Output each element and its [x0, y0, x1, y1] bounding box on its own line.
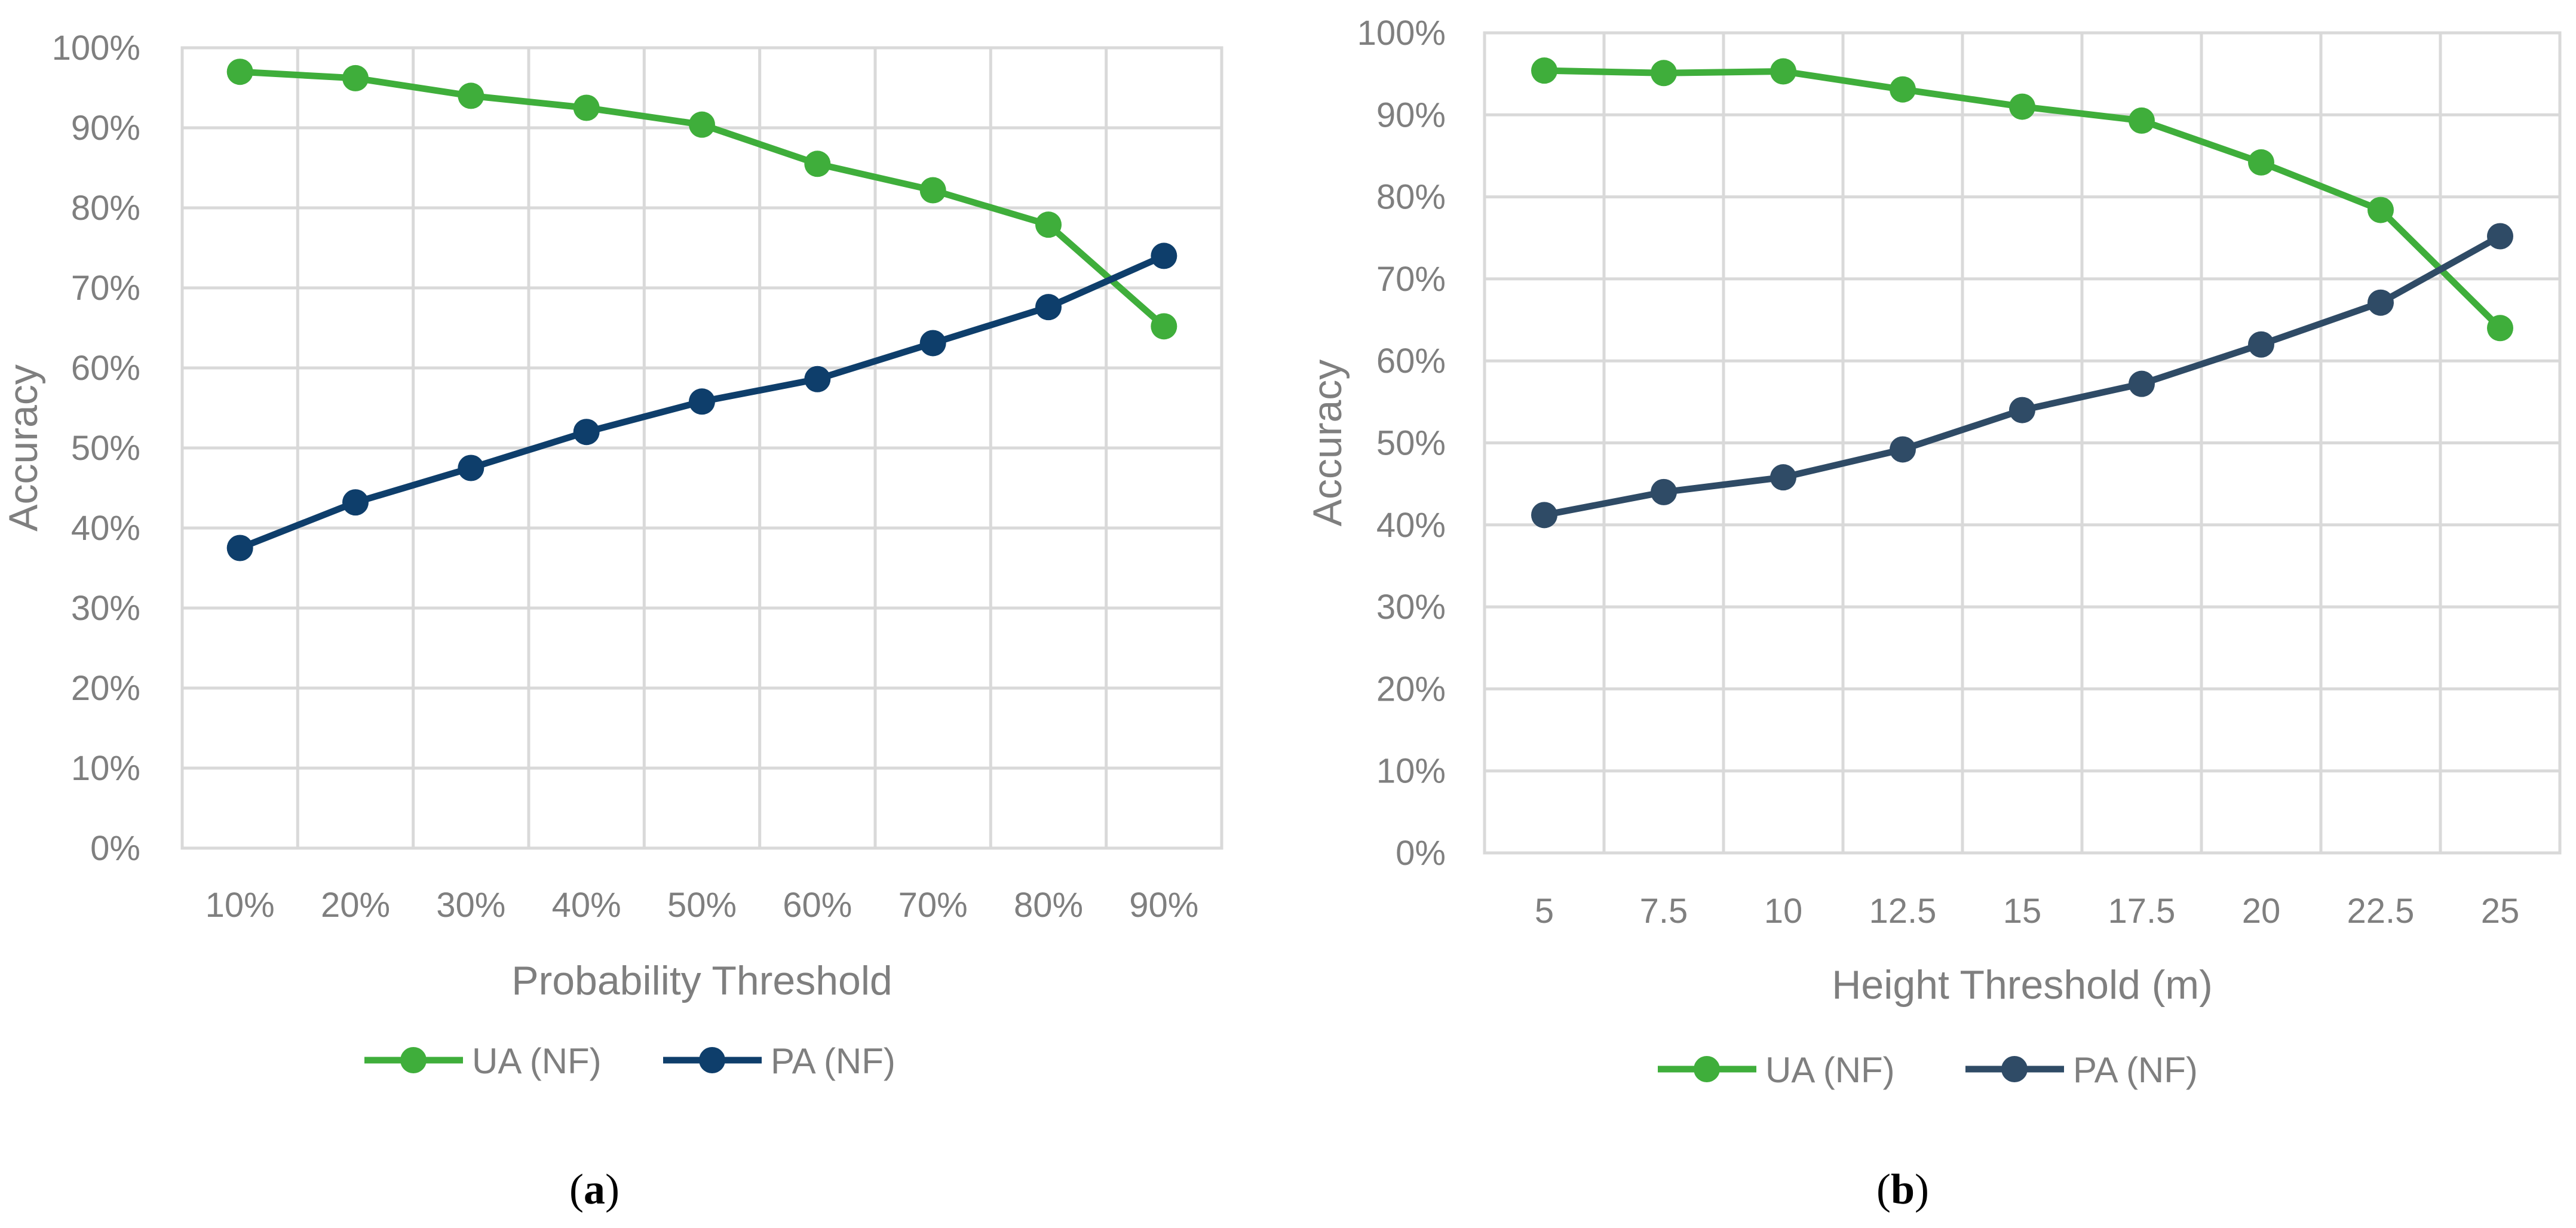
x-tick-label: 22.5 [2347, 892, 2415, 931]
y-tick-label: 70% [71, 269, 140, 308]
x-tick-label: 60% [783, 886, 852, 925]
legend-label: PA (NF) [771, 1041, 896, 1081]
y-tick-label: 30% [71, 589, 140, 628]
x-tick-label: 25 [2481, 892, 2520, 931]
data-point [1035, 211, 1062, 238]
data-point [573, 419, 600, 446]
legend-marker [2001, 1056, 2028, 1082]
data-point [342, 65, 369, 91]
x-tick-label: 80% [1014, 886, 1083, 925]
data-point [1151, 242, 1177, 269]
data-point [1770, 464, 1796, 491]
legend-label: UA (NF) [1765, 1050, 1895, 1090]
legend-marker [1694, 1056, 1720, 1082]
y-tick-label: 50% [1376, 424, 1446, 463]
x-axis-title: Height Threshold (m) [1832, 962, 2212, 1008]
y-tick-label: 60% [71, 349, 140, 388]
y-tick-label: 100% [52, 29, 140, 67]
data-point [2368, 289, 2394, 316]
chart-panel-b: 0% 10% 20% 30% 40% 50% 60% 70% 80% 90% 100% 5 7.5 10 1… [1305, 14, 2562, 1213]
data-point [1890, 436, 1916, 463]
y-axis-title: Accuracy [1, 364, 46, 532]
x-tick-label: 90% [1129, 886, 1198, 925]
x-tick-label: 20% [321, 886, 390, 925]
y-tick-label: 0% [90, 829, 140, 868]
data-point [1035, 294, 1062, 321]
data-point [804, 366, 831, 392]
data-point [689, 388, 715, 415]
plot-frame [1483, 31, 2562, 855]
legend-marker [400, 1047, 427, 1073]
data-point [2368, 197, 2394, 223]
y-tick-label: 80% [1376, 178, 1446, 217]
data-point [1651, 478, 1677, 505]
y-tick-label: 100% [1357, 14, 1446, 53]
data-point [2009, 93, 2035, 120]
y-tick-label: 90% [1376, 96, 1446, 134]
x-tick-label: 5 [1535, 892, 1554, 931]
data-point [2129, 370, 2155, 397]
data-point [226, 59, 253, 85]
data-point [342, 489, 369, 516]
panel-caption: (b) [1876, 1165, 1929, 1213]
data-point [2129, 107, 2155, 134]
data-point [919, 330, 946, 357]
panel-label: a [584, 1165, 605, 1213]
y-tick-label: 20% [71, 669, 140, 708]
y-tick-label: 40% [1376, 506, 1446, 545]
y-tick-label: 10% [1376, 752, 1446, 791]
y-tick-label: 50% [71, 429, 140, 468]
x-tick-label: 30% [436, 886, 505, 925]
data-point [689, 111, 715, 138]
data-point [1531, 57, 1557, 84]
y-tick-label: 80% [71, 189, 140, 228]
data-point [458, 82, 484, 109]
x-tick-label: 50% [667, 886, 737, 925]
x-tick-label: 12.5 [1869, 892, 1937, 931]
y-axis-title: Accuracy [1305, 360, 1350, 527]
x-tick-label: 17.5 [2108, 892, 2176, 931]
data-point [2248, 331, 2274, 358]
x-axis-title: Probability Threshold [511, 958, 893, 1003]
data-point [1890, 76, 1916, 103]
data-point [1151, 313, 1177, 340]
x-tick-label: 40% [552, 886, 621, 925]
y-tick-label: 20% [1376, 670, 1446, 708]
plot-frame [180, 46, 1223, 850]
legend-marker [699, 1047, 725, 1073]
data-point [573, 94, 600, 121]
data-point [226, 535, 253, 561]
x-tick-label: 20 [2242, 892, 2281, 931]
panel-caption: (a) [569, 1165, 620, 1213]
x-tick-label: 7.5 [1640, 892, 1688, 931]
y-tick-label: 0% [1396, 834, 1446, 873]
y-tick-label: 10% [71, 749, 140, 788]
panel-label: b [1891, 1165, 1915, 1213]
y-tick-label: 40% [71, 509, 140, 548]
data-point [458, 455, 484, 481]
data-point [1770, 58, 1796, 85]
y-tick-label: 30% [1376, 588, 1446, 627]
chart-panel-a: 0% 10% 20% 30% 40% 50% 60% 70% 80% 90% 100% 10% 20% 3… [1, 29, 1223, 1213]
data-point [2487, 315, 2513, 342]
data-point [804, 151, 831, 177]
y-tick-label: 60% [1376, 342, 1446, 380]
x-tick-label: 70% [898, 886, 968, 925]
data-point [2248, 149, 2274, 176]
data-point [919, 177, 946, 204]
data-point [2009, 397, 2035, 423]
data-point [1651, 60, 1677, 87]
legend-label: UA (NF) [472, 1041, 602, 1081]
y-tick-label: 90% [71, 109, 140, 148]
x-tick-label: 15 [2003, 892, 2042, 931]
legend-label: PA (NF) [2073, 1050, 2198, 1090]
x-tick-label: 10 [1764, 892, 1803, 931]
data-point [2487, 223, 2513, 250]
x-tick-label: 10% [206, 886, 275, 925]
y-tick-label: 70% [1376, 260, 1446, 299]
data-point [1531, 502, 1557, 529]
